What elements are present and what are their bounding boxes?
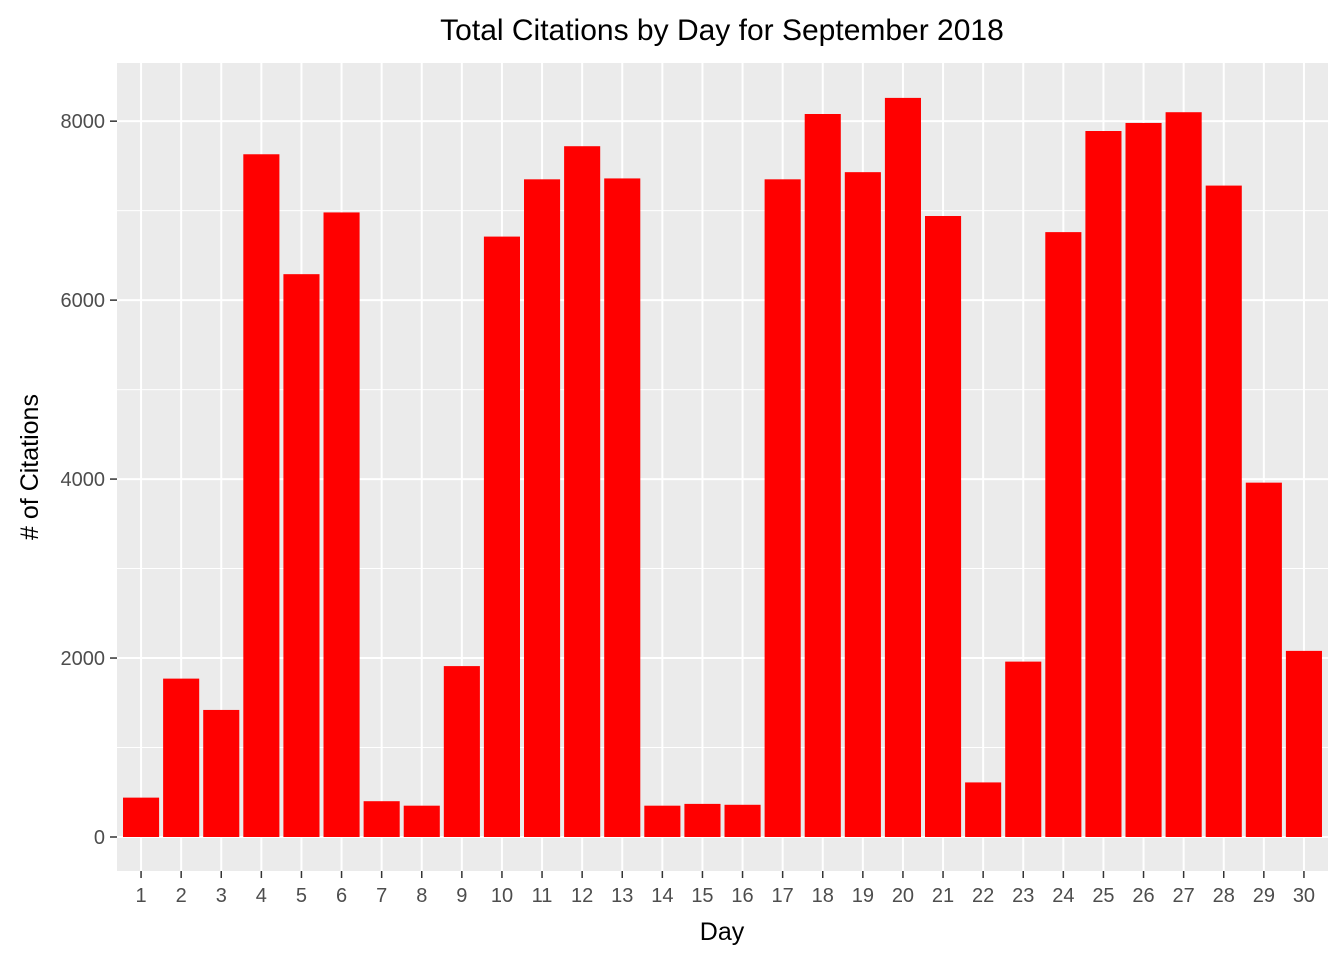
bar-day-5 — [283, 274, 320, 837]
bar-day-3 — [203, 709, 240, 837]
bar-day-11 — [524, 179, 561, 837]
bar-day-30 — [1285, 650, 1322, 837]
bar-day-19 — [844, 172, 881, 837]
x-tick-label: 19 — [852, 885, 874, 907]
bars — [123, 97, 1322, 837]
bar-day-1 — [123, 797, 160, 837]
bar-day-24 — [1045, 232, 1082, 837]
x-tick-label: 17 — [772, 885, 794, 907]
bar-day-10 — [483, 236, 520, 837]
bar-day-29 — [1245, 482, 1282, 837]
y-tick-label: 0 — [94, 827, 105, 849]
x-tick-label: 30 — [1293, 885, 1315, 907]
bar-day-13 — [604, 178, 641, 837]
x-tick-label: 25 — [1092, 885, 1114, 907]
bar-day-9 — [443, 666, 480, 837]
x-tick-label: 1 — [135, 885, 146, 907]
x-tick-label: 22 — [972, 885, 994, 907]
x-tick-label: 13 — [611, 885, 633, 907]
x-tick-label: 26 — [1132, 885, 1154, 907]
x-tick-label: 21 — [932, 885, 954, 907]
x-tick-label: 14 — [651, 885, 673, 907]
bar-day-14 — [644, 805, 681, 837]
x-tick-label: 5 — [296, 885, 307, 907]
bar-day-15 — [684, 803, 721, 837]
x-tick-label: 27 — [1173, 885, 1195, 907]
x-tick-label: 4 — [256, 885, 267, 907]
y-tick-label: 8000 — [61, 111, 106, 133]
x-tick-label: 12 — [571, 885, 593, 907]
bar-day-28 — [1205, 185, 1242, 837]
x-tick-label: 20 — [892, 885, 914, 907]
bar-day-2 — [163, 678, 200, 837]
bar-day-18 — [804, 114, 841, 837]
bar-day-6 — [323, 212, 360, 837]
bar-day-8 — [403, 805, 440, 837]
bar-day-7 — [363, 801, 400, 837]
bar-day-23 — [1005, 661, 1042, 837]
bar-day-16 — [724, 804, 761, 837]
x-tick-label: 16 — [731, 885, 753, 907]
y-tick-label: 2000 — [61, 648, 106, 670]
x-tick-label: 7 — [376, 885, 387, 907]
y-tick-label: 6000 — [61, 290, 106, 312]
x-tick-label: 11 — [532, 885, 553, 907]
x-axis-title: Day — [700, 918, 745, 946]
y-axis-title: # of Citations — [16, 394, 44, 540]
bar-day-20 — [884, 97, 921, 837]
bar-day-21 — [925, 216, 962, 837]
x-tick-label: 18 — [812, 885, 834, 907]
bar-day-22 — [965, 782, 1002, 837]
x-tick-label: 10 — [491, 885, 513, 907]
x-tick-label: 3 — [216, 885, 227, 907]
chart-title: Total Citations by Day for September 201… — [440, 14, 1004, 47]
bar-day-26 — [1125, 122, 1162, 837]
x-axis: 1 2 3 4 5 6 7 8 9 10 11 12 13 14 15 16 17 18 19 20 21 22 23 24 2… — [135, 871, 1315, 907]
x-tick-label: 8 — [416, 885, 427, 907]
bar-day-12 — [564, 146, 601, 837]
y-tick-label: 4000 — [61, 469, 106, 491]
x-tick-label: 6 — [336, 885, 347, 907]
bar-day-17 — [764, 179, 801, 837]
x-tick-label: 2 — [176, 885, 187, 907]
bar-day-4 — [243, 154, 280, 837]
x-tick-label: 28 — [1213, 885, 1235, 907]
x-tick-label: 23 — [1012, 885, 1034, 907]
y-axis: 0 2000 4000 6000 8000 — [61, 111, 117, 849]
bar-day-25 — [1085, 131, 1122, 837]
x-tick-label: 24 — [1052, 885, 1074, 907]
x-tick-label: 15 — [691, 885, 713, 907]
x-tick-label: 9 — [456, 885, 467, 907]
x-tick-label: 29 — [1253, 885, 1275, 907]
bar-day-27 — [1165, 112, 1202, 837]
